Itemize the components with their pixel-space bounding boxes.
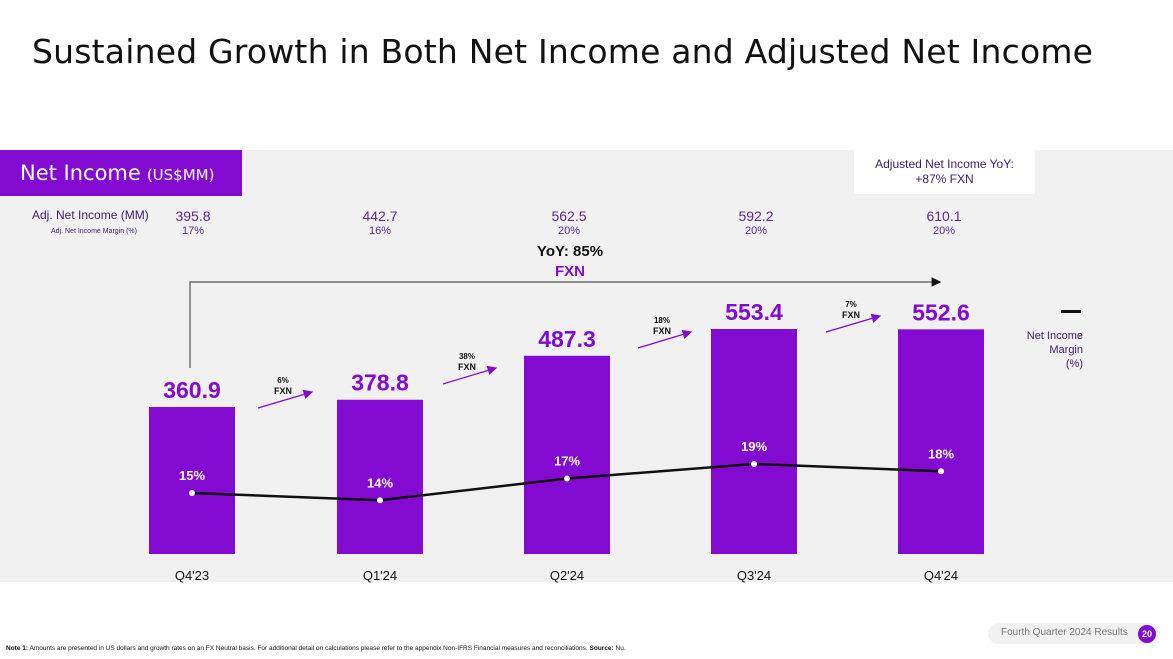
growth-arrow bbox=[825, 313, 882, 333]
adj-margin-value: 20% bbox=[932, 225, 956, 237]
adjusted-yoy-box: Adjusted Net Income YoY: +87% FXN bbox=[854, 150, 1035, 194]
adj-income-value: 562.5 bbox=[551, 208, 587, 224]
yoy-overall-basis: FXN bbox=[555, 263, 585, 280]
deck-footer: Fourth Quarter 2024 Results 20 bbox=[988, 623, 1160, 644]
adj-column: 610.1 20% bbox=[904, 208, 984, 238]
adj-margin-row-label: Adj. Net Income Margin (%) bbox=[51, 228, 137, 235]
bar-value-label: 378.8 bbox=[351, 370, 409, 396]
margin-point bbox=[377, 497, 383, 504]
note-label: Note 1: bbox=[6, 645, 29, 652]
growth-basis-label: FXN bbox=[458, 362, 476, 372]
growth-pct-label: 7% bbox=[845, 300, 857, 309]
bar bbox=[524, 355, 610, 554]
adj-income-value: 592.2 bbox=[738, 208, 774, 224]
margin-label: 17% bbox=[554, 454, 580, 469]
adj-margin-value: 16% bbox=[368, 225, 392, 237]
margin-label: 14% bbox=[367, 475, 393, 490]
legend: Net Income Margin (%) bbox=[1010, 310, 1083, 371]
adjusted-yoy-line1: Adjusted Net Income YoY: bbox=[875, 157, 1014, 171]
bar bbox=[711, 329, 797, 554]
legend-label-line: (%) bbox=[1065, 358, 1083, 370]
source-label: Source: bbox=[589, 645, 614, 652]
margin-point bbox=[189, 490, 195, 496]
growth-pct-label: 18% bbox=[654, 316, 670, 325]
note-text: Amounts are presented in US dollars and … bbox=[28, 645, 590, 652]
margin-label: 19% bbox=[741, 439, 767, 454]
margin-label: 18% bbox=[928, 446, 954, 461]
bar-value-label: 487.3 bbox=[538, 326, 596, 352]
legend-label-line: Margin bbox=[1049, 344, 1083, 356]
margin-point bbox=[751, 461, 757, 467]
section-tag: Net Income (US$MM) bbox=[0, 150, 242, 196]
growth-pct-label: 6% bbox=[277, 376, 289, 385]
bar-value-label: 553.4 bbox=[725, 299, 783, 325]
bar-value-label: 360.9 bbox=[163, 377, 221, 403]
growth-basis-label: FXN bbox=[842, 310, 860, 320]
adj-margin-value: 20% bbox=[557, 225, 581, 237]
section-unit: (US$MM) bbox=[146, 166, 215, 184]
yoy-bracket-arrow bbox=[189, 277, 942, 368]
adj-income-value: 442.7 bbox=[362, 208, 398, 224]
margin-point bbox=[938, 468, 944, 475]
x-tick-label: Q3'24 bbox=[737, 568, 771, 583]
adj-income-row-label: Adj. Net Income (MM) bbox=[32, 208, 149, 222]
legend-line-swatch bbox=[1061, 310, 1081, 313]
adj-margin-value: 20% bbox=[744, 225, 768, 237]
legend-label-line: Net Income bbox=[1026, 330, 1083, 342]
x-tick-label: Q4'23 bbox=[175, 568, 209, 583]
margin-point bbox=[564, 475, 570, 482]
adj-column: 442.7 16% bbox=[340, 208, 420, 238]
x-tick-label: Q2'24 bbox=[550, 568, 584, 583]
growth-arrow bbox=[637, 329, 693, 349]
adj-column: 562.5 20% bbox=[529, 208, 609, 238]
page-title: Sustained Growth in Both Net Income and … bbox=[32, 32, 1094, 71]
growth-arrow bbox=[257, 389, 314, 409]
yoy-overall-value: YoY: 85% bbox=[536, 243, 604, 260]
section-label: Net Income bbox=[20, 161, 141, 185]
deck-label: Fourth Quarter 2024 Results bbox=[1001, 627, 1128, 638]
adjusted-yoy-line2: +87% FXN bbox=[915, 172, 974, 186]
yoy-overall: YoY: 85% FXN bbox=[520, 242, 620, 282]
adj-column: 395.8 17% bbox=[153, 208, 233, 238]
footnote: Note 1: Amounts are presented in US doll… bbox=[6, 645, 626, 652]
source-text: Nu. bbox=[613, 645, 626, 652]
adj-income-value: 610.1 bbox=[926, 208, 962, 224]
growth-basis-label: FXN bbox=[653, 326, 671, 336]
adj-column: 592.2 20% bbox=[716, 208, 796, 238]
bar bbox=[898, 329, 984, 554]
x-tick-label: Q1'24 bbox=[363, 568, 397, 583]
growth-arrow bbox=[442, 365, 498, 385]
margin-label: 15% bbox=[179, 468, 205, 483]
bar-value-label: 552.6 bbox=[912, 299, 970, 325]
growth-pct-label: 38% bbox=[459, 352, 475, 361]
x-tick-label: Q4'24 bbox=[924, 568, 958, 583]
bar bbox=[149, 407, 235, 554]
growth-basis-label: FXN bbox=[274, 386, 292, 396]
adj-income-value: 395.8 bbox=[175, 208, 211, 224]
page-number: 20 bbox=[1138, 625, 1156, 643]
adj-margin-value: 17% bbox=[181, 225, 205, 237]
bar bbox=[337, 399, 423, 554]
